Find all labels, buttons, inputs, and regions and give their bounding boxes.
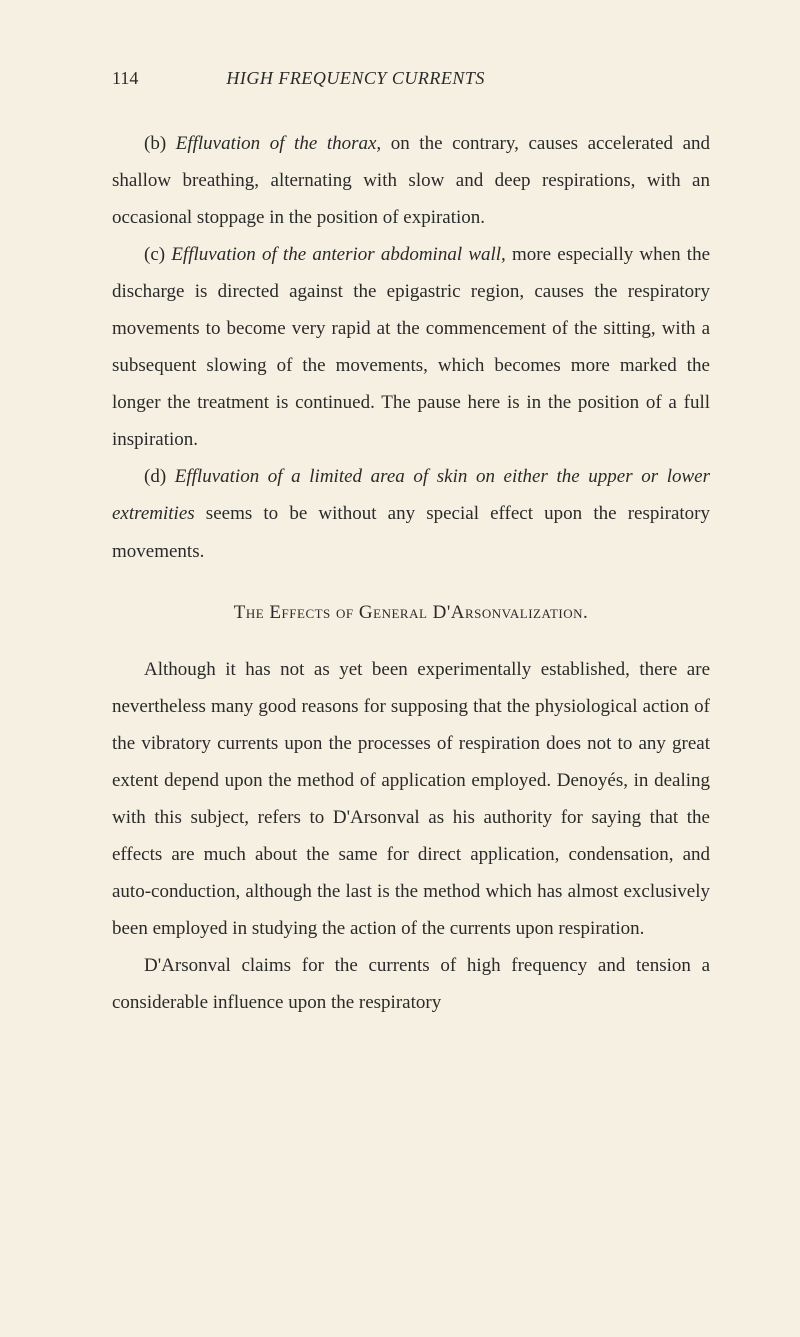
- para-label: (b): [144, 133, 166, 154]
- page-content: (b) Effluvation of the thorax, on the co…: [112, 125, 710, 1021]
- para-text: more especially when the discharge is di…: [112, 244, 710, 450]
- para-italic-term: Effluvation of the thorax,: [176, 133, 381, 154]
- paragraph-b: (b) Effluvation of the thorax, on the co…: [112, 125, 710, 236]
- para-italic-term: Effluvation of the anterior abdominal wa…: [171, 244, 506, 265]
- para-text: seems to be without any special effect u…: [112, 503, 710, 561]
- page-header: 114 HIGH FREQUENCY CURRENTS: [112, 68, 710, 89]
- paragraph-c: (c) Effluvation of the anterior abdomina…: [112, 236, 710, 458]
- section-heading: The Effects of General D'Arsonvalization…: [112, 594, 710, 631]
- running-header: HIGH FREQUENCY CURRENTS: [226, 68, 485, 89]
- paragraph-4: Although it has not as yet been experime…: [112, 651, 710, 947]
- page-number: 114: [112, 68, 138, 89]
- paragraph-d: (d) Effluvation of a limited area of ski…: [112, 458, 710, 569]
- paragraph-5: D'Arsonval claims for the currents of hi…: [112, 947, 710, 1021]
- para-label: (d): [144, 466, 166, 487]
- para-label: (c): [144, 244, 165, 265]
